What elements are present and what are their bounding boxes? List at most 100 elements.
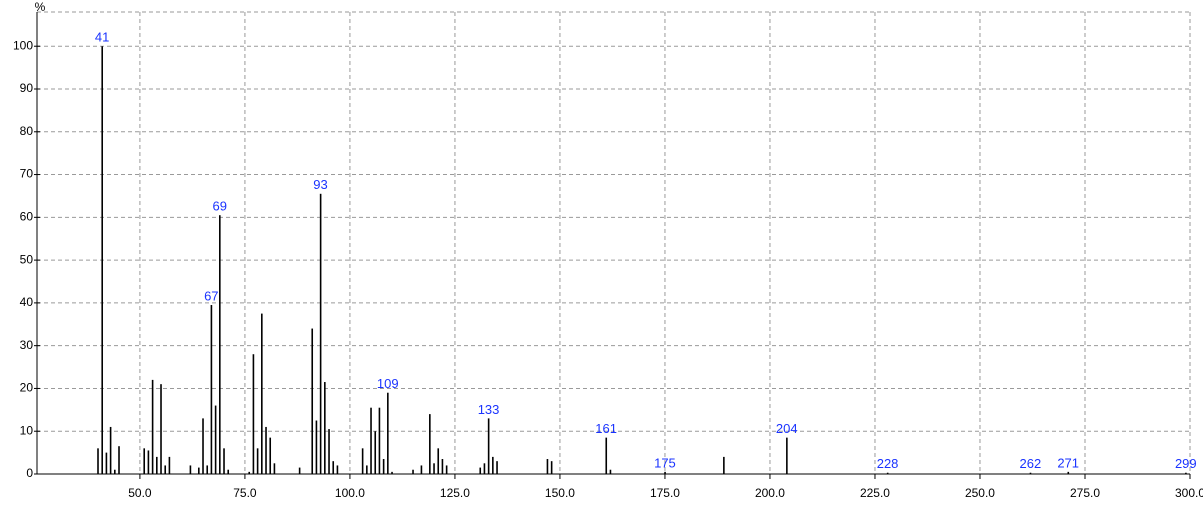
x-tick-label: 275.0: [1070, 486, 1100, 500]
peak: [441, 459, 444, 474]
peak: [156, 456, 158, 474]
peak: [248, 471, 251, 474]
peak: [198, 467, 200, 474]
x-tick-label: 100.0: [335, 486, 365, 500]
peak: [483, 463, 486, 474]
x-tick-label: 175.0: [650, 486, 680, 500]
peak: [391, 471, 393, 474]
peak: [336, 465, 339, 474]
x-tick-label: 50.0: [128, 486, 152, 500]
peak: [118, 446, 120, 474]
peak: [1029, 472, 1032, 474]
peak: [433, 463, 435, 474]
peak: [370, 407, 372, 474]
peak: [420, 465, 423, 474]
peak: [332, 461, 335, 474]
peak-label: 228: [877, 456, 899, 471]
y-tick-label: 60: [20, 210, 34, 224]
peak-label: 299: [1175, 456, 1197, 471]
y-tick-label: 10: [20, 423, 34, 437]
peak-label: 175: [654, 455, 676, 470]
peak: [219, 215, 221, 474]
peak: [143, 448, 146, 474]
peak: [97, 448, 99, 474]
peak: [210, 305, 213, 474]
peak: [429, 414, 431, 474]
peak: [723, 456, 725, 474]
peak: [382, 459, 385, 474]
peak: [387, 392, 389, 474]
peak: [298, 467, 301, 474]
peak: [273, 463, 276, 474]
y-axis-label: %: [35, 0, 46, 14]
y-tick-label: 70: [20, 167, 34, 181]
peak-label: 41: [95, 30, 109, 45]
peak: [265, 426, 267, 474]
peak: [328, 429, 330, 474]
peak: [101, 46, 104, 474]
peak: [105, 452, 108, 474]
peak: [189, 465, 192, 474]
peak: [378, 407, 381, 474]
peak: [786, 437, 788, 474]
peak-label: 69: [212, 199, 226, 214]
peak: [605, 437, 608, 474]
peak: [114, 469, 116, 474]
peak: [412, 469, 414, 474]
peak-label: 204: [776, 421, 798, 436]
peak-label: 161: [595, 421, 617, 436]
peak-label: 133: [478, 402, 500, 417]
peak: [496, 461, 498, 474]
x-tick-label: 300.0: [1175, 486, 1203, 500]
peak: [147, 450, 150, 474]
y-tick-label: 30: [20, 338, 34, 352]
x-tick-label: 200.0: [755, 486, 785, 500]
peak: [311, 328, 314, 474]
peak: [151, 379, 154, 474]
peak: [1067, 471, 1070, 474]
peak: [487, 418, 490, 474]
peak: [492, 456, 494, 474]
peak: [546, 459, 549, 474]
x-tick-label: 75.0: [233, 486, 257, 500]
x-tick-label: 125.0: [440, 486, 470, 500]
peak-label: 262: [1020, 456, 1042, 471]
peak: [252, 354, 255, 474]
peak: [223, 448, 225, 474]
peak: [324, 382, 326, 474]
y-tick-label: 50: [20, 252, 34, 266]
peak: [366, 465, 368, 474]
peak: [550, 461, 553, 474]
peak: [206, 465, 209, 474]
y-tick-label: 90: [20, 81, 34, 95]
y-tick-label: 100: [13, 38, 33, 52]
peak: [261, 313, 263, 474]
peak: [1185, 472, 1187, 474]
peak: [886, 472, 889, 474]
peak: [160, 384, 162, 474]
peak: [256, 448, 259, 474]
peak: [214, 405, 217, 474]
peak: [609, 469, 612, 474]
y-tick-label: 0: [26, 466, 33, 480]
peak-label: 109: [377, 376, 399, 391]
peak: [319, 193, 322, 475]
peak: [374, 431, 377, 474]
peak: [269, 437, 272, 474]
peak: [445, 465, 448, 474]
peak-label: 93: [313, 177, 327, 192]
y-tick-label: 40: [20, 295, 34, 309]
peak: [361, 448, 364, 474]
peak: [227, 469, 230, 474]
peak: [202, 418, 204, 474]
x-tick-label: 150.0: [545, 486, 575, 500]
peak: [664, 471, 666, 474]
x-tick-label: 250.0: [965, 486, 995, 500]
y-tick-label: 20: [20, 381, 34, 395]
peak-label: 271: [1057, 455, 1079, 470]
peak: [109, 426, 112, 474]
peak: [479, 467, 482, 474]
peak: [168, 456, 171, 474]
peak: [315, 420, 318, 474]
